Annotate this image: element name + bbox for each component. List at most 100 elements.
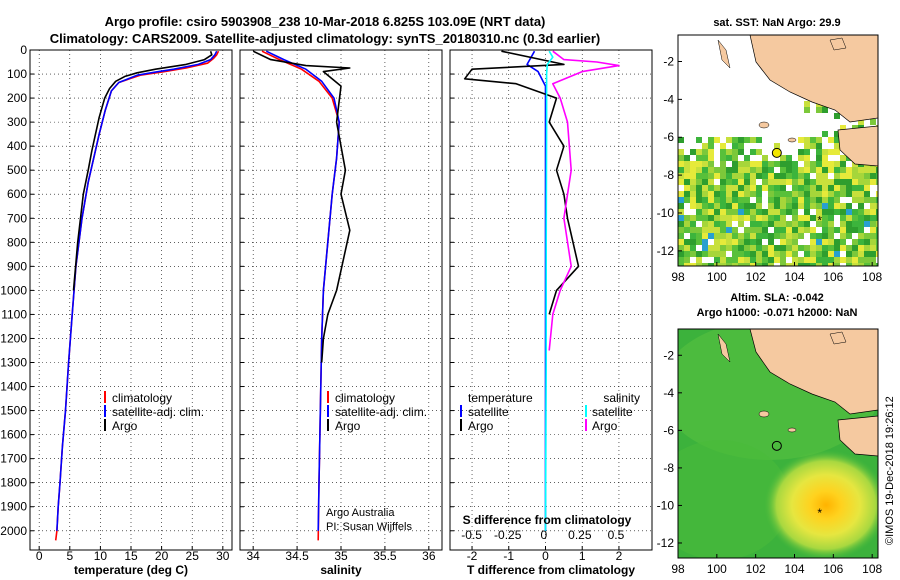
sst-cell bbox=[732, 179, 738, 185]
sst-cell bbox=[708, 167, 714, 173]
depth-tick-label: 400 bbox=[7, 139, 27, 153]
sst-cell bbox=[732, 173, 738, 179]
sst-cell bbox=[810, 233, 816, 239]
sst-cell bbox=[828, 197, 834, 203]
salinity-legend: climatology satellite-adj. clim. Argo bbox=[327, 391, 427, 433]
sst-cell bbox=[780, 263, 786, 266]
sst-cell bbox=[858, 197, 864, 203]
sst-cell bbox=[840, 209, 846, 215]
sst-cell bbox=[750, 137, 756, 143]
sst-cell bbox=[702, 239, 708, 245]
sst-cell bbox=[702, 167, 708, 173]
sst-cell bbox=[840, 233, 846, 239]
sst-cell bbox=[744, 227, 750, 233]
sst-cell bbox=[750, 263, 756, 266]
sst-cell bbox=[690, 251, 696, 257]
sst-cell bbox=[858, 239, 864, 245]
sst-cell bbox=[732, 167, 738, 173]
sst-cell bbox=[816, 179, 822, 185]
depth-tick-label: 700 bbox=[7, 211, 27, 225]
sst-cell bbox=[720, 245, 726, 251]
sst-cell bbox=[792, 209, 798, 215]
sst-cell bbox=[732, 233, 738, 239]
sst-cell bbox=[678, 161, 684, 167]
series-line-argo bbox=[72, 50, 213, 291]
sst-cell bbox=[810, 161, 816, 167]
sst-cell bbox=[678, 251, 684, 257]
sst-cell bbox=[864, 185, 870, 191]
sst-cell bbox=[684, 221, 690, 227]
sst-cell bbox=[828, 137, 834, 143]
x-top-tick-label: 0.25 bbox=[568, 528, 592, 542]
sst-cell bbox=[798, 221, 804, 227]
sst-cell bbox=[798, 233, 804, 239]
sst-cell bbox=[798, 203, 804, 209]
sst-cell bbox=[726, 203, 732, 209]
sst-cell bbox=[690, 173, 696, 179]
sst-cell bbox=[690, 185, 696, 191]
sst-cell bbox=[846, 191, 852, 197]
sst-cell bbox=[684, 263, 690, 266]
depth-tick-label: 900 bbox=[7, 259, 27, 273]
sst-cell bbox=[798, 263, 804, 266]
sst-cell bbox=[852, 185, 858, 191]
sst-cell bbox=[858, 263, 864, 266]
legend-label-climatology: climatology bbox=[335, 391, 395, 405]
sst-cell bbox=[822, 221, 828, 227]
sst-cell bbox=[684, 239, 690, 245]
sst-cell bbox=[810, 191, 816, 197]
sst-cell bbox=[822, 167, 828, 173]
sst-cell bbox=[786, 155, 792, 161]
sst-cell bbox=[678, 167, 684, 173]
sst-cell bbox=[786, 251, 792, 257]
sst-cell bbox=[768, 257, 774, 263]
sst-cell bbox=[696, 227, 702, 233]
sla-float-marker bbox=[771, 440, 782, 451]
sst-cell bbox=[786, 167, 792, 173]
series-line-satellite-adj-clim- bbox=[56, 50, 218, 531]
sst-cell bbox=[708, 173, 714, 179]
sst-cell bbox=[678, 233, 684, 239]
map-x-tick-label: 104 bbox=[784, 562, 804, 576]
map-x-tick-label: 104 bbox=[784, 270, 804, 284]
sst-cell bbox=[768, 233, 774, 239]
sst-cell bbox=[702, 149, 708, 155]
sst-cell bbox=[774, 251, 780, 257]
sst-cell bbox=[780, 233, 786, 239]
sst-cell bbox=[750, 239, 756, 245]
sst-cell bbox=[708, 179, 714, 185]
sst-cell bbox=[780, 191, 786, 197]
sst-cell bbox=[690, 149, 696, 155]
sst-cell bbox=[834, 173, 840, 179]
map-y-tick-label: -4 bbox=[663, 386, 674, 400]
sst-cell bbox=[762, 227, 768, 233]
sst-cell bbox=[732, 155, 738, 161]
sst-cell bbox=[822, 203, 828, 209]
sst-cell bbox=[702, 263, 708, 266]
map-x-tick-label: 108 bbox=[862, 562, 882, 576]
x-tick-label: 34 bbox=[246, 549, 260, 563]
sst-cell bbox=[870, 197, 876, 203]
sst-cell bbox=[858, 119, 864, 125]
sst-cell bbox=[696, 191, 702, 197]
sst-cell bbox=[696, 263, 702, 266]
island bbox=[787, 427, 797, 433]
sst-cell bbox=[876, 251, 878, 257]
sst-cell bbox=[828, 215, 834, 221]
sst-cell bbox=[792, 257, 798, 263]
sst-cell bbox=[738, 149, 744, 155]
sst-cell bbox=[792, 245, 798, 251]
map-y-tick-label: -8 bbox=[663, 461, 674, 475]
sst-cell bbox=[858, 203, 864, 209]
sst-cell bbox=[720, 179, 726, 185]
map-x-tick-label: 98 bbox=[671, 562, 685, 576]
sst-cell bbox=[876, 197, 878, 203]
sst-cell bbox=[822, 233, 828, 239]
sst-cell bbox=[852, 191, 858, 197]
sst-cell bbox=[834, 137, 840, 143]
sst-cell bbox=[864, 239, 870, 245]
sst-cell bbox=[876, 263, 878, 266]
sst-cell bbox=[810, 263, 816, 266]
sst-cell bbox=[816, 191, 822, 197]
sst-cell bbox=[864, 233, 870, 239]
